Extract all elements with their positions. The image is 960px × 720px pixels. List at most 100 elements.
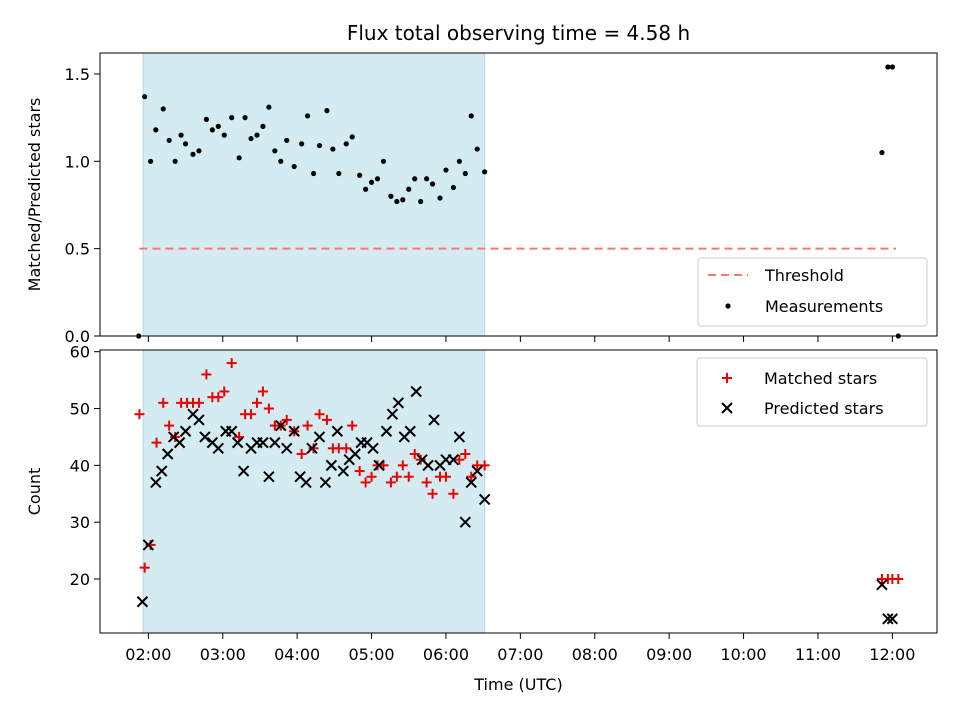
y-tick-label: 60: [70, 343, 90, 362]
matched-star-point: [893, 574, 904, 585]
y-tick-label: 1.0: [65, 152, 90, 171]
predicted-star-point: [410, 385, 422, 398]
legend-predicted-label: Predicted stars: [764, 399, 884, 418]
measurement-point: [229, 115, 235, 121]
measurement-point: [429, 181, 436, 187]
x-tick-label: 08:00: [572, 645, 618, 664]
y-tick-label: 0.5: [65, 240, 90, 259]
predicted-star-point: [156, 465, 168, 477]
predicted-star-point: [193, 414, 205, 426]
measurement-point: [160, 106, 166, 112]
x-stroke-2: [142, 539, 155, 551]
measurement-point: [248, 135, 254, 142]
measurement-point: [885, 64, 891, 70]
measurement-point: [400, 197, 406, 203]
predicted-star-point: [150, 476, 162, 489]
measurement-point: [468, 113, 474, 119]
x-stroke-2: [319, 476, 332, 489]
observing-window-span: [142, 349, 486, 634]
measurement-point: [272, 148, 278, 154]
x-stroke-2: [465, 476, 477, 489]
x-stroke-2: [882, 613, 894, 625]
x-stroke-2: [231, 436, 244, 449]
measurement-point: [336, 170, 342, 177]
x-stroke-2: [459, 516, 472, 528]
predicted-star-point: [257, 436, 269, 449]
measurement-point: [363, 186, 369, 192]
observing-window-span: [142, 52, 486, 337]
matched-star-point: [403, 471, 414, 482]
x-stroke-2: [257, 436, 269, 449]
matched-star-point: [347, 420, 358, 431]
matched-star-point: [321, 414, 332, 425]
predicted-star-point: [288, 425, 300, 437]
measurement-point: [380, 158, 387, 164]
measurement-point: [284, 137, 290, 143]
measurement-point: [221, 132, 227, 138]
predicted-star-point: [876, 578, 888, 591]
x-stroke-2: [161, 448, 174, 460]
x-stroke-2: [288, 425, 300, 437]
measurement-point: [462, 170, 468, 177]
measurement-point: [450, 184, 456, 191]
matched-star-point: [440, 471, 451, 482]
matched-star-point: [281, 414, 292, 425]
matched-star-point: [139, 562, 150, 573]
predicted-star-point: [386, 408, 399, 420]
predicted-star-point: [319, 476, 332, 489]
x-tick-label: 11:00: [795, 645, 841, 664]
predicted-star-point: [886, 613, 899, 625]
x-stroke-2: [325, 459, 338, 472]
x-stroke-2: [179, 425, 192, 437]
count-legend: Matched stars Predicted stars: [696, 357, 928, 427]
predicted-star-point: [404, 425, 416, 437]
measurement-point: [299, 141, 305, 147]
measurement-point: [203, 116, 209, 122]
measurement-point: [236, 155, 242, 161]
x-tick-label: 12:00: [869, 645, 915, 664]
ratio-plot-frame: [99, 52, 938, 337]
predicted-star-point: [263, 471, 275, 483]
matched-star-point: [226, 358, 237, 369]
measurement-point: [304, 113, 311, 119]
x-tick-label: 02:00: [125, 645, 171, 664]
matched-star-point: [158, 397, 169, 408]
legend-predicted-swatch: [721, 402, 733, 414]
x-stroke-2: [150, 476, 162, 489]
measurement-point: [349, 134, 355, 140]
ratio-panel: 0.0 0.5 1.0 1.5 Matched/Predicted stars Thr…: [25, 52, 938, 346]
predicted-star-point: [428, 414, 440, 426]
y-tick-label: 0.0: [65, 327, 90, 346]
measurement-point: [196, 148, 202, 154]
matched-star-point: [201, 369, 212, 380]
matched-star-point: [360, 477, 371, 488]
matched-star-point: [296, 448, 307, 459]
measurement-point: [388, 193, 394, 199]
x-stroke-2: [404, 425, 416, 437]
x-stroke-2: [173, 436, 186, 449]
x-stroke-2: [225, 425, 238, 437]
measurement-point: [166, 137, 172, 143]
x-stroke-2: [410, 385, 422, 398]
matched-star-point: [302, 420, 313, 431]
x-stroke-2: [447, 453, 460, 466]
x-stroke-2: [392, 397, 405, 409]
matched-star-point: [134, 409, 145, 420]
x-stroke-2: [281, 442, 293, 455]
predicted-star-point: [231, 436, 244, 449]
predicted-star-point: [465, 476, 477, 489]
matched-star-point: [421, 477, 432, 488]
matched-star-point: [193, 397, 204, 408]
predicted-star-point: [325, 459, 338, 472]
x-stroke-2: [349, 448, 361, 460]
chart-title: Flux total observing time = 4.58 h: [347, 21, 690, 45]
ratio-legend: Threshold Measurements: [697, 257, 928, 327]
matched-star-point: [219, 386, 230, 397]
matched-star-point: [354, 466, 365, 477]
x-stroke-2: [237, 465, 250, 477]
measurement-point: [182, 141, 189, 147]
predicted-star-point: [882, 613, 894, 625]
matched-star-point: [251, 397, 262, 408]
predicted-star-point: [136, 596, 149, 608]
y-tick-label: 1.5: [65, 65, 90, 84]
